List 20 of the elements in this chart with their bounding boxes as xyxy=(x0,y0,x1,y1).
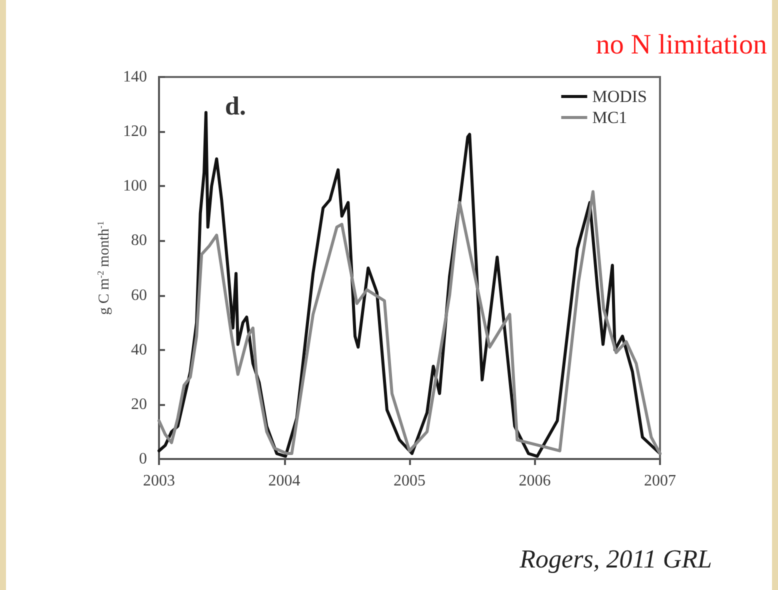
annotation: d. xyxy=(225,92,246,120)
y-tick-label: 0 xyxy=(139,450,147,468)
y-tick-label: 100 xyxy=(123,178,147,195)
y-tick-label: 120 xyxy=(123,123,147,140)
x-tick-label: 2003 xyxy=(143,472,175,490)
legend-label: MODIS xyxy=(592,87,648,106)
x-tick-label: 2004 xyxy=(268,472,300,490)
text: Rogers, 2011 GRL xyxy=(518,544,712,574)
x-tick-label: 2007 xyxy=(644,472,676,490)
y-tick-label: 20 xyxy=(131,396,147,413)
y-tick-label: 140 xyxy=(123,68,147,86)
y-tick-label: 60 xyxy=(131,286,147,304)
line-series xyxy=(158,190,662,456)
y-tick-label: 40 xyxy=(131,341,147,358)
y-tick-label: 80 xyxy=(131,232,147,250)
x-tick-label: 2006 xyxy=(518,472,551,490)
y-axis-title: g C m-2 month-1 xyxy=(96,221,112,315)
chart-title: no N limitation xyxy=(596,30,768,60)
legend-label: MC1 xyxy=(592,108,628,127)
x-tick-label: 2005 xyxy=(394,472,426,490)
